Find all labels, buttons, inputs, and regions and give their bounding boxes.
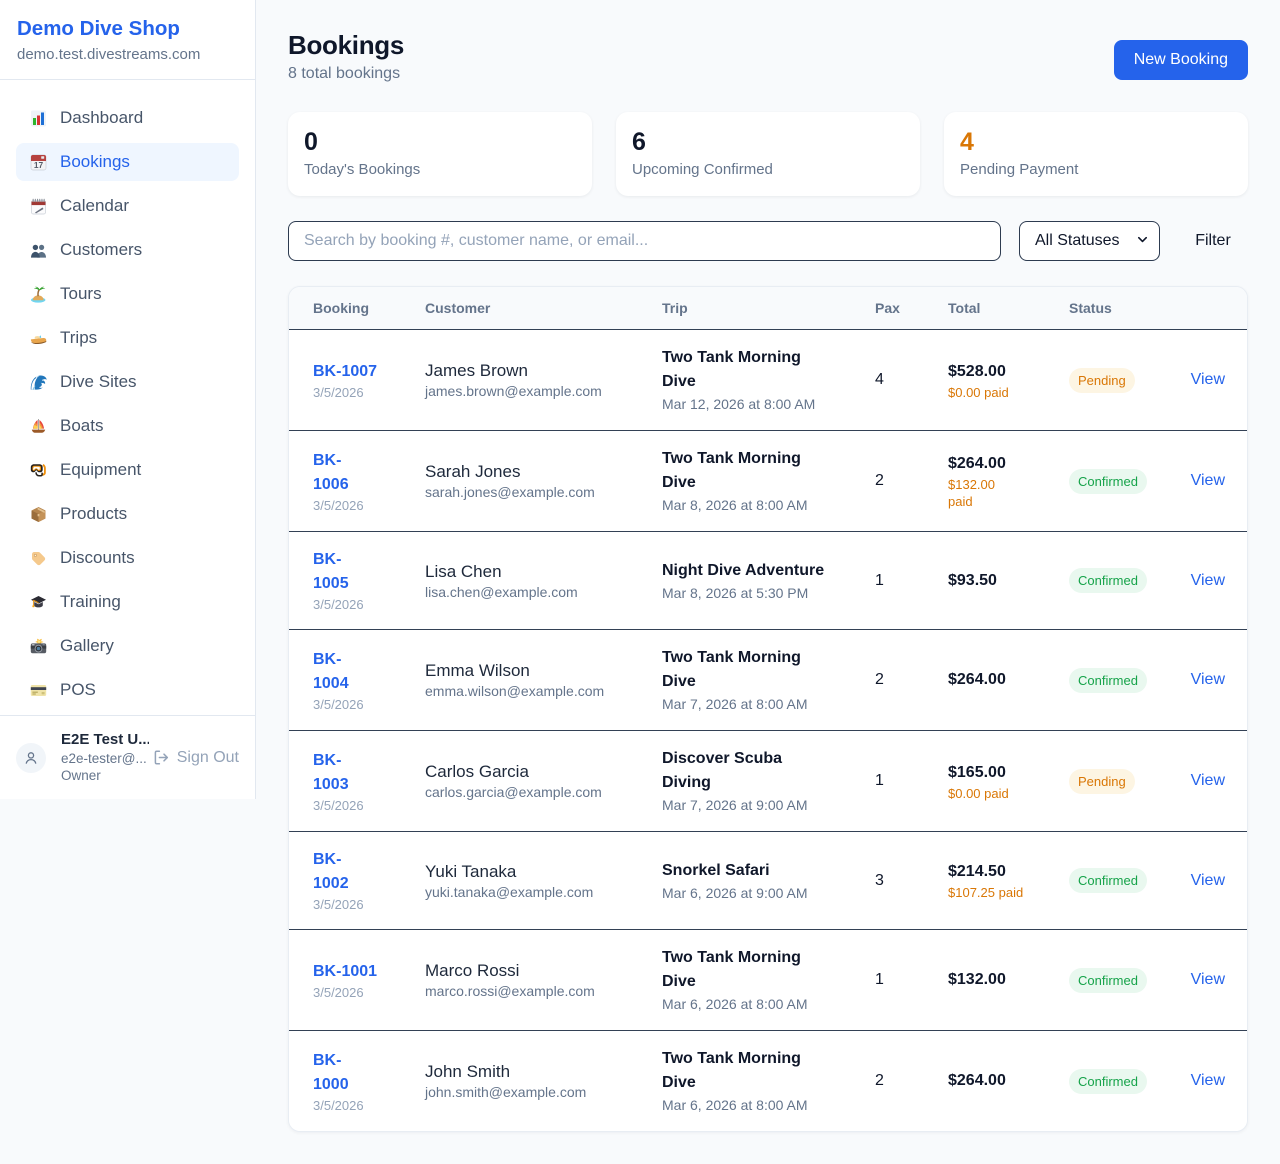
svg-text:17: 17	[33, 159, 43, 169]
